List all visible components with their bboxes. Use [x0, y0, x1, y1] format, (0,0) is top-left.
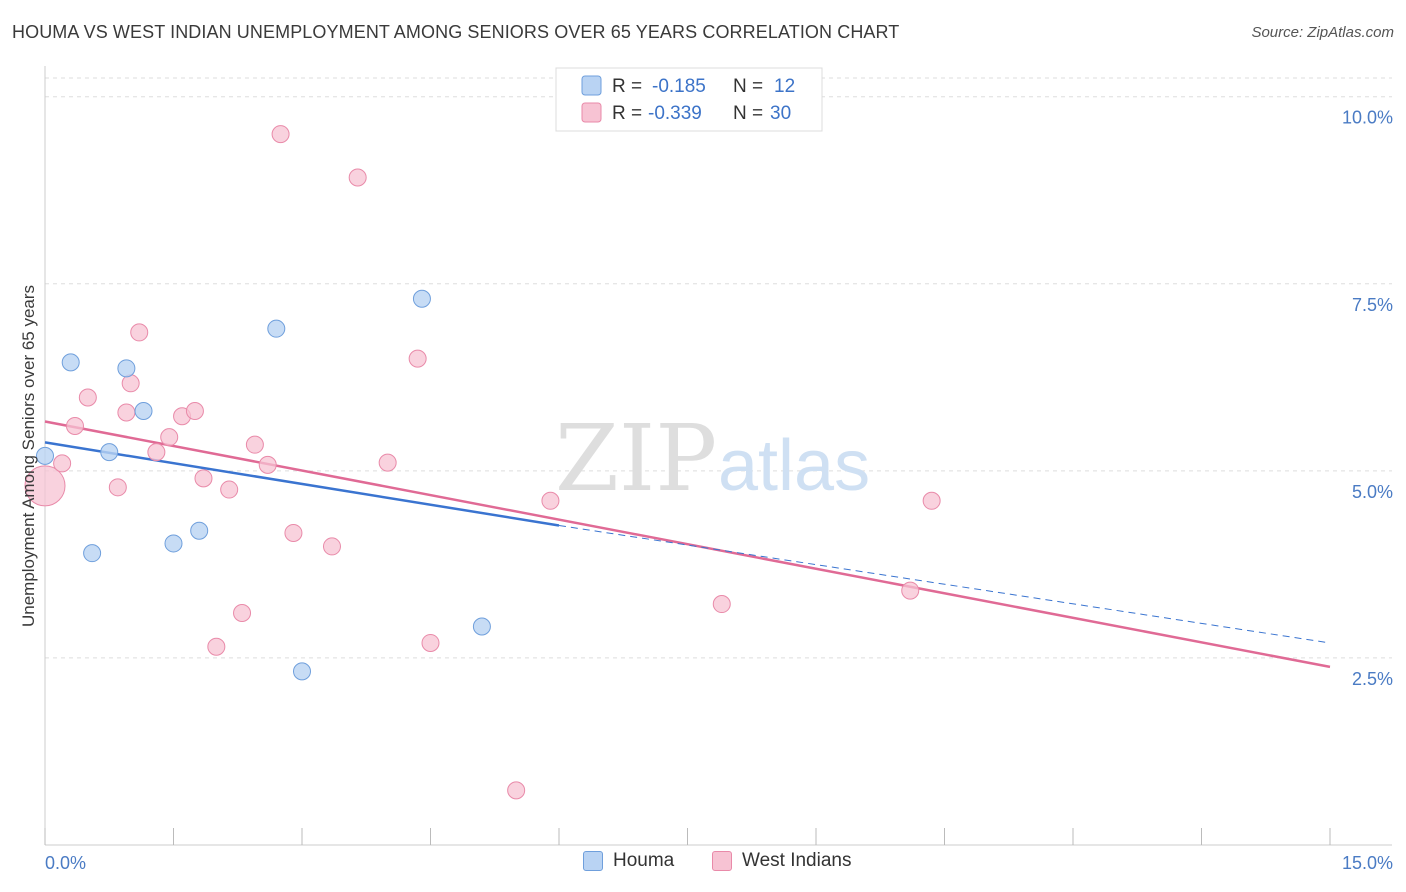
point-west-indians: [271, 125, 290, 144]
point-west-indians: [408, 349, 427, 368]
data-points: [24, 125, 941, 800]
point-houma: [472, 617, 491, 636]
point-west-indians: [207, 637, 226, 656]
trend-line-houma: [44, 441, 560, 527]
y-tick-label: 5.0%: [1352, 482, 1393, 502]
point-west-indians: [233, 604, 252, 623]
legend-n-label-1: N =: [733, 76, 763, 97]
legend-r-value-1: -0.185: [652, 76, 706, 97]
chart-title: HOUMA VS WEST INDIAN UNEMPLOYMENT AMONG …: [12, 22, 900, 42]
point-west-indians: [901, 581, 920, 600]
bottom-legend-west-indians: West Indians: [712, 850, 851, 872]
y-tick-label: 7.5%: [1352, 295, 1393, 315]
legend-swatch-west-indians: [581, 102, 602, 123]
point-west-indians: [24, 465, 66, 507]
point-west-indians: [322, 537, 341, 556]
point-west-indians: [541, 491, 560, 510]
y-tick-labels: 2.5% 5.0% 7.5% 10.0%: [1342, 108, 1393, 689]
point-west-indians: [108, 478, 127, 497]
x-tick-labels: 0.0% 15.0%: [45, 853, 1393, 873]
trend-line-houma-extension: [558, 524, 1331, 644]
legend-r-label-2: R =: [612, 103, 642, 124]
watermark: ZIP atlas: [555, 405, 870, 512]
point-west-indians: [78, 388, 97, 407]
grid-lines: [45, 77, 1392, 659]
point-west-indians: [194, 469, 213, 488]
bottom-legend-swatch-houma: [583, 851, 603, 871]
point-west-indians: [378, 453, 397, 472]
point-west-indians: [121, 374, 140, 393]
point-west-indians: [147, 443, 166, 462]
legend-swatch-houma: [581, 75, 602, 96]
point-west-indians: [712, 595, 731, 614]
point-houma: [293, 662, 311, 681]
point-houma: [134, 401, 153, 420]
point-west-indians: [421, 633, 440, 652]
point-houma: [100, 443, 119, 462]
bottom-legend-label-houma: Houma: [613, 850, 675, 871]
watermark-zip: ZIP: [555, 405, 717, 512]
point-west-indians: [348, 168, 367, 187]
x-tick-label-start: 0.0%: [45, 853, 86, 873]
point-west-indians: [220, 480, 239, 499]
point-west-indians: [245, 435, 264, 454]
point-houma: [36, 446, 54, 465]
point-houma: [164, 534, 183, 553]
point-west-indians: [53, 454, 72, 473]
point-west-indians: [160, 428, 179, 447]
bottom-legend-houma: Houma: [583, 850, 674, 872]
watermark-atlas: atlas: [718, 426, 870, 506]
point-west-indians: [507, 781, 526, 800]
point-houma: [117, 359, 136, 378]
point-west-indians: [185, 401, 204, 420]
point-houma: [190, 521, 209, 540]
point-west-indians: [117, 403, 136, 422]
point-west-indians: [922, 491, 941, 510]
point-houma: [83, 544, 102, 563]
bottom-legend-label-west-indians: West Indians: [742, 850, 852, 871]
legend-n-label-2: N =: [733, 103, 763, 124]
point-houma: [61, 353, 80, 372]
legend-r-label-1: R =: [612, 76, 642, 97]
legend: R = -0.185 N = 12 R = -0.339 N = 30: [555, 67, 823, 132]
point-west-indians: [130, 323, 149, 342]
point-houma: [412, 289, 431, 308]
y-tick-label: 2.5%: [1352, 669, 1393, 689]
legend-n-value-1: 12: [774, 76, 795, 97]
source-credit: Source: ZipAtlas.com: [1251, 24, 1394, 41]
point-west-indians: [65, 416, 84, 435]
legend-r-value-2: -0.339: [648, 103, 702, 124]
point-west-indians: [284, 523, 303, 542]
bottom-legend-swatch-west-indians: [712, 851, 732, 871]
point-houma: [267, 319, 286, 338]
legend-n-value-2: 30: [770, 103, 791, 124]
y-axis-label: Unemployment Among Seniors over 65 years: [19, 285, 38, 627]
y-tick-label: 10.0%: [1342, 108, 1393, 128]
x-tick-label-end: 15.0%: [1342, 853, 1393, 873]
point-west-indians: [258, 455, 277, 474]
